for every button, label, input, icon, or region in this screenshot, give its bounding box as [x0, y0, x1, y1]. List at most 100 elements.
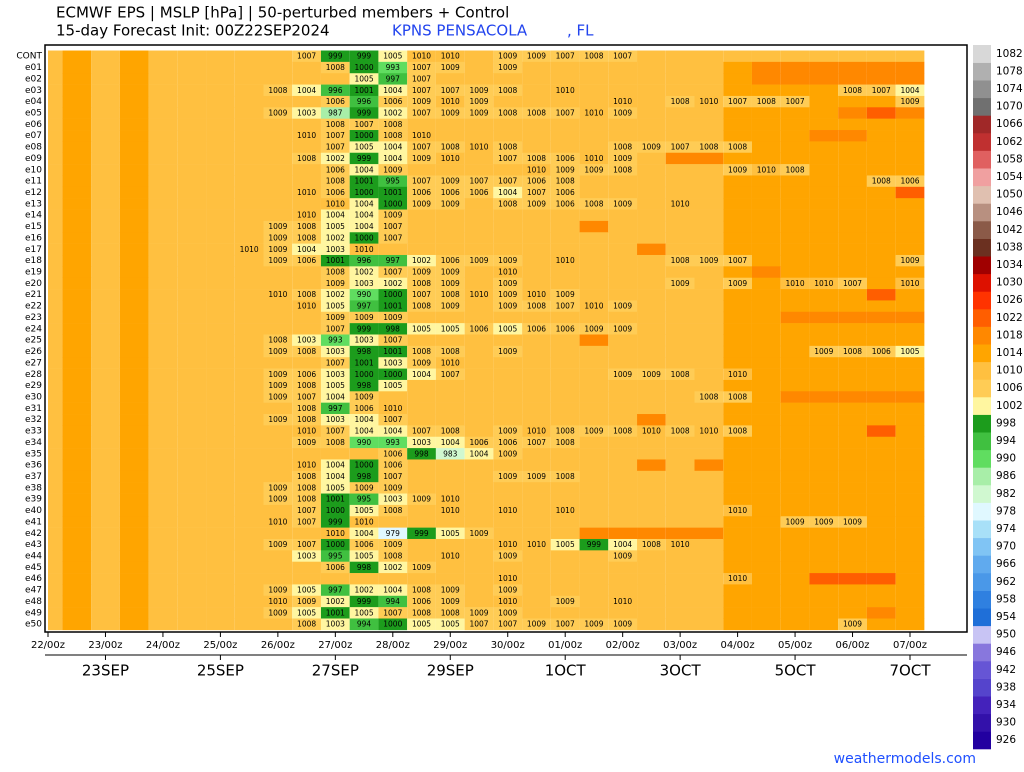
- cell: [866, 209, 896, 222]
- cell: [435, 516, 465, 528]
- cell: [206, 277, 235, 290]
- cell: [349, 107, 379, 119]
- cell-label: 1010: [527, 427, 546, 436]
- cell: [579, 470, 609, 483]
- cell: [320, 573, 350, 585]
- cell: [91, 357, 120, 369]
- cell-label: 1010: [297, 188, 316, 197]
- cell: [895, 130, 925, 142]
- cell: [119, 493, 149, 506]
- cell: [48, 84, 63, 97]
- cell: [694, 357, 724, 369]
- cell: [378, 209, 408, 222]
- cell: [780, 538, 810, 551]
- cell: [493, 493, 523, 506]
- cell: [206, 84, 235, 97]
- cell: [91, 232, 120, 244]
- cell: [694, 243, 724, 256]
- cell: [694, 95, 724, 108]
- cell-label: 1009: [527, 620, 546, 629]
- cell: [177, 459, 207, 472]
- cell: [751, 459, 781, 472]
- cell: [435, 107, 465, 119]
- cell: [751, 425, 781, 438]
- cell: [91, 493, 120, 506]
- cell-label: 1010: [441, 358, 460, 367]
- cell: [665, 436, 695, 449]
- cell-label: 1008: [872, 177, 891, 186]
- cell: [435, 266, 465, 278]
- cell: [809, 504, 839, 517]
- cell-label: 1003: [297, 552, 316, 561]
- colorbar-label: 958: [996, 593, 1016, 605]
- cell: [522, 84, 551, 97]
- cell: [751, 334, 781, 347]
- cell: [91, 107, 120, 119]
- cell-label: 1007: [383, 415, 402, 424]
- cell: [809, 618, 839, 631]
- cell-label: 1006: [355, 404, 374, 413]
- cell-label: 1006: [326, 563, 345, 572]
- cell: [206, 391, 235, 403]
- cell: [608, 425, 638, 438]
- cell: [148, 334, 178, 347]
- cell: [177, 107, 207, 119]
- cell: [550, 107, 580, 119]
- cell: [148, 618, 178, 631]
- cell: [48, 607, 63, 619]
- cell-label: 1008: [268, 86, 287, 95]
- cell-label: 1009: [469, 97, 488, 106]
- cell-label: 1006: [900, 177, 919, 186]
- cell-label: 1008: [412, 347, 431, 356]
- cell: [751, 448, 781, 460]
- cell: [694, 607, 724, 619]
- cell-label: 1009: [613, 302, 632, 311]
- cell-label: 1009: [584, 427, 603, 436]
- cell: [435, 436, 465, 449]
- cell: [809, 493, 839, 506]
- cell: [751, 482, 781, 494]
- cell: [637, 482, 666, 494]
- cell: [119, 527, 149, 540]
- cell: [378, 493, 408, 506]
- cell: [665, 448, 695, 460]
- cell: [91, 459, 120, 472]
- cell: [866, 141, 896, 154]
- cell: [493, 107, 523, 119]
- cell: [522, 448, 551, 460]
- row-label: e46: [25, 574, 42, 584]
- cell: [91, 573, 120, 585]
- cell-label: 1004: [613, 540, 632, 549]
- cell-label: 1008: [297, 472, 316, 481]
- cell: [177, 141, 207, 154]
- cell: [665, 550, 695, 562]
- cell: [91, 311, 120, 324]
- cell: [665, 84, 695, 97]
- cell: [838, 73, 867, 85]
- cell: [62, 607, 92, 619]
- cell: [694, 436, 724, 449]
- cell: [320, 311, 350, 324]
- cell-label: 1009: [412, 495, 431, 504]
- cell: [665, 573, 695, 585]
- cell: [809, 198, 839, 210]
- cell: [320, 595, 350, 608]
- cell: [723, 527, 752, 540]
- cell-label: 1006: [383, 461, 402, 470]
- cell: [263, 550, 293, 562]
- cell: [579, 323, 609, 335]
- cell: [809, 414, 839, 426]
- cell: [349, 73, 379, 85]
- cell: [665, 493, 695, 506]
- cell: [263, 254, 293, 267]
- cell-label: 1008: [699, 143, 718, 152]
- cell: [349, 277, 379, 290]
- cell: [62, 448, 92, 460]
- cell: [866, 573, 896, 585]
- cell: [694, 459, 724, 472]
- cell-label: 1004: [383, 427, 402, 436]
- cell: [206, 402, 235, 415]
- cell: [206, 618, 235, 631]
- colorbar-box: [973, 291, 991, 310]
